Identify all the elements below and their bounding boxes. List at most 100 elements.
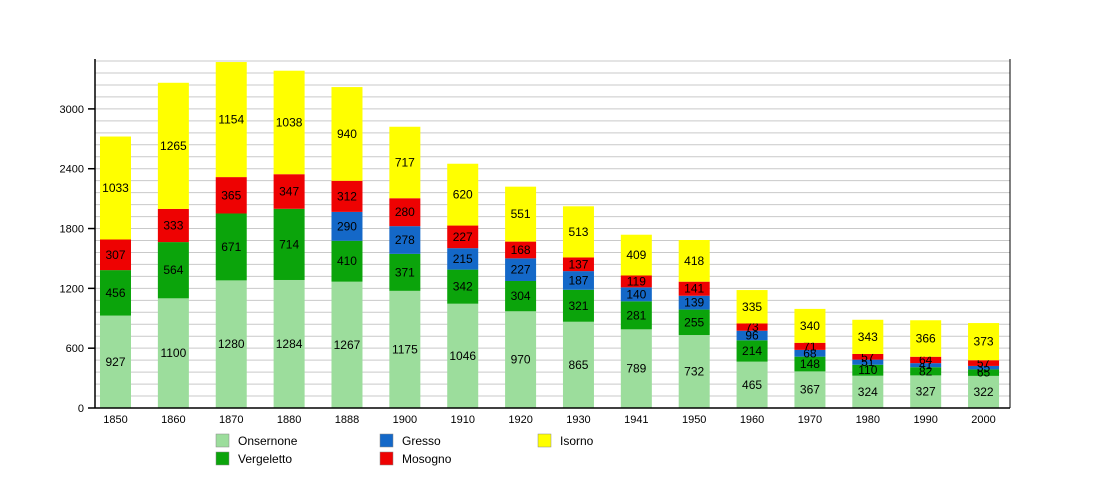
bar-segment <box>505 186 537 242</box>
legend-label: Gresso <box>402 434 441 448</box>
bar-segment <box>852 359 884 365</box>
x-tick-label: 1980 <box>856 414 880 426</box>
segment-value-label: 456 <box>105 286 125 300</box>
x-tick-label: 1960 <box>740 414 764 426</box>
segment-value-label: 551 <box>511 207 531 221</box>
y-tick-label: 2400 <box>60 164 84 176</box>
x-tick-label: 1920 <box>508 414 532 426</box>
segment-value-label: 1280 <box>218 337 245 351</box>
y-tick-label: 3000 <box>60 104 84 116</box>
bar-segment <box>562 321 594 408</box>
segment-value-label: 73 <box>745 320 759 334</box>
bar-segment <box>678 335 710 408</box>
segment-value-label: 1033 <box>102 181 129 195</box>
bar-segment <box>910 356 942 364</box>
bar-segment <box>910 363 942 368</box>
segment-value-label: 732 <box>684 365 704 379</box>
bar-segment <box>447 303 479 408</box>
y-tick-label: 0 <box>78 403 84 415</box>
bar-segment <box>389 290 421 408</box>
segment-value-label: 373 <box>974 335 994 349</box>
segment-value-label: 290 <box>337 219 357 233</box>
x-tick-label: 1850 <box>103 414 127 426</box>
bar-segment <box>447 163 479 226</box>
segment-value-label: 940 <box>337 127 357 141</box>
segment-value-label: 280 <box>395 205 415 219</box>
bar-segment <box>505 311 537 408</box>
segment-value-label: 1046 <box>449 349 476 363</box>
bar-segment <box>852 364 884 376</box>
bar-segment <box>678 240 710 282</box>
x-tick-label: 1990 <box>913 414 937 426</box>
bar-segment <box>389 226 421 254</box>
bar-segment <box>794 342 826 350</box>
bar-segment <box>215 280 247 408</box>
segment-value-label: 140 <box>626 287 646 301</box>
segment-value-label: 187 <box>568 273 588 287</box>
x-tick-label: 1950 <box>682 414 706 426</box>
y-tick-label: 1200 <box>60 283 84 295</box>
segment-value-label: 139 <box>684 296 704 310</box>
x-tick-label: 1970 <box>798 414 822 426</box>
segment-value-label: 418 <box>684 254 704 268</box>
segment-value-label: 865 <box>568 358 588 372</box>
bar-segment <box>910 320 942 357</box>
bar-segment <box>100 270 131 316</box>
bar-segment <box>505 241 537 259</box>
bar-segment <box>678 309 710 336</box>
bar-segment <box>562 289 594 322</box>
bar-segment <box>852 319 884 354</box>
segment-value-label: 717 <box>395 155 415 169</box>
bar-segment <box>620 301 652 330</box>
segment-value-label: 1100 <box>160 346 186 360</box>
bar-segment <box>331 180 363 212</box>
segment-value-label: 312 <box>337 189 357 203</box>
segment-value-label: 970 <box>511 353 531 367</box>
segment-value-label: 304 <box>511 289 531 303</box>
legend-swatch <box>215 451 230 466</box>
legend-label: Vergeletto <box>238 452 292 466</box>
segment-value-label: 367 <box>800 383 820 397</box>
x-tick-label: 1910 <box>450 414 474 426</box>
legend-swatch <box>379 433 394 448</box>
bar-segment <box>273 208 305 280</box>
segment-value-label: 410 <box>337 254 357 268</box>
bar-segment <box>620 287 652 302</box>
bar-segment <box>273 279 305 408</box>
bar-segment <box>215 62 247 178</box>
segment-value-label: 327 <box>916 385 936 399</box>
segment-value-label: 215 <box>453 252 473 266</box>
segment-value-label: 1175 <box>392 342 418 356</box>
bar-segment <box>910 367 942 376</box>
bar-segment <box>794 371 826 408</box>
bar-segment <box>100 239 131 271</box>
segment-value-label: 347 <box>279 185 299 199</box>
segment-value-label: 82 <box>919 364 933 378</box>
bar-segment <box>505 258 537 281</box>
segment-value-label: 1154 <box>218 113 244 127</box>
segment-value-label: 465 <box>742 378 762 392</box>
segment-value-label: 371 <box>395 265 415 279</box>
bar-segment <box>562 206 594 258</box>
x-tick-label: 1900 <box>393 414 417 426</box>
x-tick-label: 1860 <box>161 414 185 426</box>
segment-value-label: 148 <box>800 357 820 371</box>
segment-value-label: 324 <box>858 385 878 399</box>
x-tick-label: 1880 <box>277 414 301 426</box>
bar-segment <box>794 308 826 343</box>
bar-segment <box>447 248 479 270</box>
x-tick-label: 1888 <box>335 414 359 426</box>
bar-segment <box>736 323 768 331</box>
bar-segment <box>620 275 652 288</box>
segment-value-label: 340 <box>800 319 820 333</box>
bar-segment <box>968 365 1000 370</box>
bar-segment <box>331 240 363 282</box>
bar-segment <box>157 208 189 243</box>
segment-value-label: 227 <box>453 230 473 244</box>
segment-value-label: 110 <box>858 363 877 377</box>
bar-segment <box>215 177 247 214</box>
bar-segment <box>794 349 826 357</box>
segment-value-label: 214 <box>742 344 762 358</box>
bar-segment <box>157 298 189 408</box>
legend-label: Mosogno <box>402 452 452 466</box>
